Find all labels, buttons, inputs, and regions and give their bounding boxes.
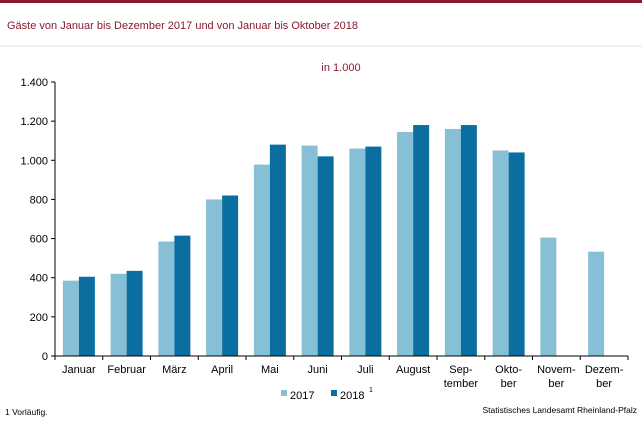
x-tick-label: Juli xyxy=(357,364,374,376)
chart-header: Gäste von Januar bis Dezember 2017 und v… xyxy=(0,3,642,45)
x-tick-label: April xyxy=(211,364,233,376)
bar-chart: in 1.000 0 200 400 600 800 1.000 1.200 1.400 Ja… xyxy=(5,62,638,417)
legend: 2017 2018 1 xyxy=(281,387,373,402)
y-tick-label: 1.000 xyxy=(20,155,48,167)
top-accent-line xyxy=(0,0,642,3)
unit-label: in 1.000 xyxy=(321,62,360,74)
bar-2017-0 xyxy=(62,280,79,356)
x-tick-label: ber xyxy=(501,378,517,390)
x-tick-label: Juni xyxy=(308,364,328,376)
y-tick-label: 400 xyxy=(30,273,48,285)
bar-2017-11 xyxy=(588,251,605,356)
bar-2017-5 xyxy=(301,145,318,356)
bars xyxy=(62,125,605,356)
legend-label-2018: 2018 xyxy=(340,390,364,402)
chart-title: Gäste von Januar bis Dezember 2017 und v… xyxy=(7,20,358,32)
x-tick-label: Dezem- xyxy=(585,364,624,376)
x-tick-label: August xyxy=(396,364,430,376)
x-tick-label: Novem- xyxy=(537,364,576,376)
chart-panel: in 1.000 0 200 400 600 800 1.000 1.200 1.400 Ja… xyxy=(0,47,642,421)
bar-2018-4 xyxy=(269,144,286,356)
x-tick-label: Januar xyxy=(62,364,96,376)
bar-2018-8 xyxy=(460,125,477,356)
x-axis: Januar Februar März April Mai Juni Juli August S… xyxy=(54,355,629,390)
y-tick-label: 1.400 xyxy=(20,77,48,89)
source-label: Statistisches Landesamt Rheinland-Pfalz xyxy=(483,405,638,415)
bar-2018-6 xyxy=(365,146,382,356)
footnote: 1 Vorläufig. xyxy=(5,407,48,417)
y-tick-label: 200 xyxy=(30,312,48,324)
bar-2017-1 xyxy=(110,273,127,356)
legend-label-2017: 2017 xyxy=(290,390,314,402)
x-tick-label: Februar xyxy=(107,364,146,376)
bar-2018-0 xyxy=(78,276,95,356)
x-tick-label: ber xyxy=(548,378,564,390)
y-tick-label: 1.200 xyxy=(20,116,48,128)
x-tick-label: Sep- xyxy=(449,364,473,376)
y-axis: 0 200 400 600 800 1.000 1.200 1.400 xyxy=(20,77,56,363)
x-tick-label: tember xyxy=(444,378,479,390)
y-tick-label: 0 xyxy=(42,351,48,363)
legend-footnote-marker: 1 xyxy=(369,387,373,394)
bar-2018-5 xyxy=(317,156,334,356)
bar-2017-2 xyxy=(158,241,175,356)
bar-2018-7 xyxy=(413,125,430,356)
x-tick-label: März xyxy=(162,364,186,376)
x-tick-label: Okto- xyxy=(495,364,522,376)
bar-2017-10 xyxy=(540,237,557,356)
x-tick-label: ber xyxy=(596,378,612,390)
bar-2018-2 xyxy=(174,235,191,356)
bar-2018-3 xyxy=(222,195,239,356)
bar-2017-4 xyxy=(253,164,270,356)
bar-2018-1 xyxy=(126,270,143,356)
bar-2018-9 xyxy=(508,152,525,356)
bar-2017-6 xyxy=(349,148,366,356)
bar-2017-7 xyxy=(397,131,414,356)
bar-2017-8 xyxy=(444,128,461,356)
x-tick-label: Mai xyxy=(261,364,279,376)
y-tick-label: 600 xyxy=(30,234,48,246)
y-tick-label: 800 xyxy=(30,194,48,206)
bar-2017-9 xyxy=(492,150,509,356)
legend-swatch-2017 xyxy=(281,390,287,396)
legend-swatch-2018 xyxy=(331,390,337,396)
bar-2017-3 xyxy=(206,199,223,356)
